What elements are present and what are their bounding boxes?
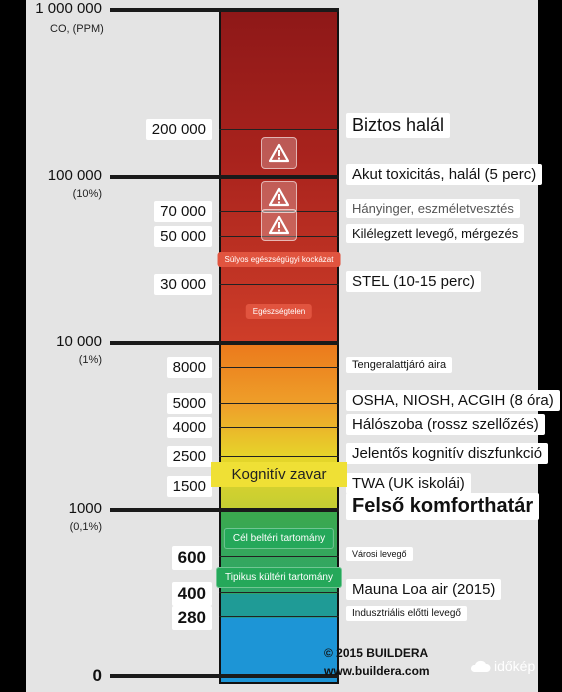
level-description: Tengeralattjáró aira: [346, 357, 453, 373]
level-percent: (0,1%): [69, 521, 102, 533]
color-band: [221, 594, 337, 618]
chart-panel: CO, (PPM) 1 000 000 200 000 Biztos halál 10…: [26, 0, 560, 692]
level-label: 0: [92, 666, 102, 685]
zone-label: Cél beltéri tartomány: [223, 528, 335, 549]
level-line: [110, 674, 339, 678]
level-line: [219, 556, 339, 557]
level-label: 280: [171, 606, 212, 630]
level-line: [219, 592, 339, 593]
watermark-text: időkép: [494, 658, 536, 674]
warning-icon: [261, 209, 297, 241]
level-label: 1000: [68, 500, 102, 517]
level-description: Biztos halál: [346, 113, 451, 138]
level-label: 4000: [166, 417, 212, 438]
level-label: 1500: [166, 476, 212, 497]
level-description: Kilélegzett levegő, mérgezés: [346, 224, 525, 243]
level-line: [219, 211, 339, 212]
level-line: [110, 508, 339, 512]
level-line: [110, 341, 339, 345]
level-line: [219, 367, 339, 368]
level-description: Mauna Loa air (2015): [346, 579, 502, 600]
level-description: Hálószoba (rossz szellőzés): [346, 414, 545, 435]
level-line: [219, 456, 339, 457]
level-description: Indusztriális előtti levegő: [346, 606, 467, 621]
zone-label: Tipikus kültéri tartomány: [216, 567, 342, 588]
level-percent: (1%): [78, 354, 102, 366]
level-description: TWA (UK iskolái): [346, 473, 471, 494]
credit-copyright: © 2015 BUILDERA: [324, 646, 429, 660]
warning-icon: [261, 181, 297, 213]
units-label: CO, (PPM): [50, 23, 104, 35]
cloud-icon: [469, 659, 491, 673]
zone-label: Egészségtelen: [245, 304, 313, 319]
level-description: Jelentős kognitív diszfunkció: [346, 443, 549, 464]
zone-label: Kognitív zavar: [211, 462, 347, 487]
level-label: 200 000: [145, 119, 212, 140]
level-description: Felső komforthatár: [346, 493, 540, 520]
level-line: [219, 403, 339, 404]
level-description: STEL (10-15 perc): [346, 271, 481, 292]
level-label: 30 000: [154, 274, 212, 295]
warning-icon: [261, 137, 297, 169]
level-description: Akut toxicitás, halál (5 perc): [346, 164, 543, 185]
level-label: 2500: [166, 446, 212, 467]
level-description: Hányinger, eszméletvesztés: [346, 199, 520, 218]
level-line: [110, 8, 339, 12]
level-description: Városi levegő: [346, 547, 413, 561]
zone-label: Súlyos egészségügyi kockázat: [217, 252, 341, 267]
level-label: 400: [171, 582, 212, 606]
level-line: [219, 427, 339, 428]
level-line: [219, 284, 339, 285]
level-percent: (10%): [72, 188, 102, 200]
level-label: 1 000 000: [35, 0, 102, 17]
level-label: 600: [171, 546, 212, 570]
watermark: időkép: [469, 658, 535, 674]
level-label: 100 000: [47, 167, 102, 184]
level-label: 50 000: [154, 226, 212, 247]
level-line: [219, 236, 339, 237]
level-line: [219, 129, 339, 130]
level-line: [110, 175, 339, 179]
credit-website: www.buildera.com: [324, 664, 430, 678]
level-label: 10 000: [56, 333, 102, 350]
level-line: [219, 616, 339, 617]
level-label: 8000: [166, 357, 212, 378]
level-label: 5000: [166, 393, 212, 414]
color-band: [221, 345, 337, 458]
level-label: 70 000: [154, 201, 212, 222]
level-description: OSHA, NIOSH, ACGIH (8 óra): [346, 390, 560, 411]
color-band: [221, 618, 337, 682]
